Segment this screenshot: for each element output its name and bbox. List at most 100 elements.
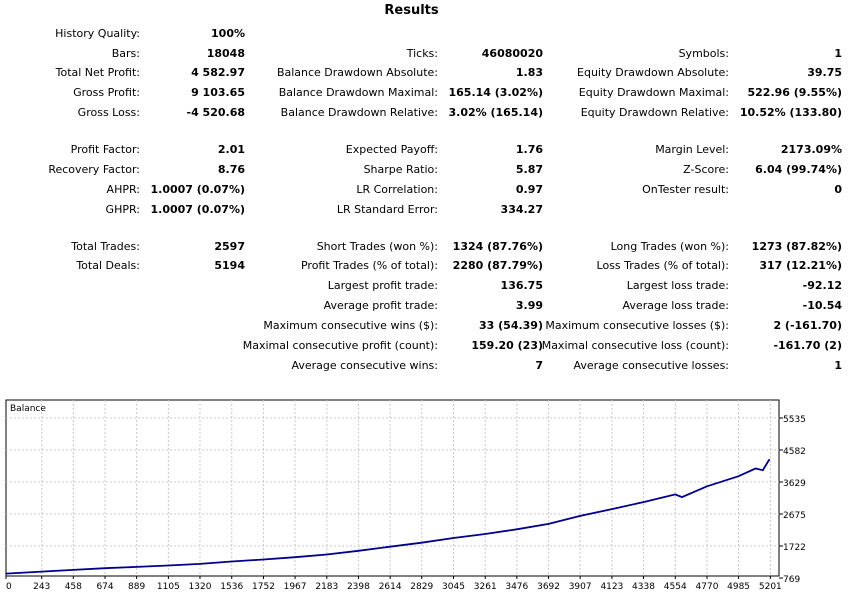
balance-data-point bbox=[231, 560, 233, 563]
x-tick-label: 0 bbox=[6, 582, 12, 592]
col1-value: 2597 bbox=[214, 240, 245, 253]
col1-label: Profit Factor: bbox=[70, 143, 140, 156]
col2-label: Ticks: bbox=[406, 47, 438, 60]
col2-value: 7 bbox=[535, 359, 543, 372]
col3-value: 1 bbox=[834, 359, 842, 372]
balance-data-point bbox=[199, 563, 201, 565]
balance-chart-svg: 5535 4582 3629 2675 1722 769 0 243 458 674 889 1105… bbox=[5, 399, 806, 592]
balance-data-point bbox=[136, 566, 138, 568]
col1-label: Recovery Factor: bbox=[48, 163, 140, 176]
balance-data-point bbox=[674, 493, 676, 495]
col2-value: 0.97 bbox=[515, 183, 543, 196]
col2-value: 46080020 bbox=[481, 47, 543, 60]
col2-label: Average profit trade: bbox=[323, 299, 438, 312]
balance-data-point bbox=[737, 475, 740, 477]
balance-data-point bbox=[762, 469, 764, 471]
balance-data-point bbox=[421, 542, 423, 544]
col2-label: LR Standard Error: bbox=[336, 203, 438, 216]
col2-label: Balance Drawdown Relative: bbox=[280, 106, 438, 119]
balance-data-point bbox=[516, 528, 518, 530]
col1-value: -4 520.68 bbox=[186, 106, 246, 119]
x-tick-label: 1536 bbox=[220, 582, 243, 592]
balance-chart: 5535 4582 3629 2675 1722 769 0 243 458 674 889 1105… bbox=[0, 395, 851, 596]
x-tick-label: 1320 bbox=[189, 582, 212, 592]
col1-label: Gross Loss: bbox=[77, 106, 140, 119]
col2-label: Average consecutive wins: bbox=[291, 359, 438, 372]
col2-label: Balance Drawdown Maximal: bbox=[278, 86, 438, 99]
col3-value: 2 (-161.70) bbox=[773, 319, 842, 332]
x-tick-label: 4770 bbox=[696, 582, 719, 592]
col1-label: AHPR: bbox=[106, 183, 140, 196]
balance-data-point bbox=[579, 515, 581, 517]
balance-data-point bbox=[642, 501, 645, 503]
x-tick-label: 1105 bbox=[157, 582, 180, 592]
col2-value: 3.02% (165.14) bbox=[448, 106, 544, 119]
y-tick-label: 1722 bbox=[783, 543, 806, 553]
x-tick-label: 2398 bbox=[347, 582, 370, 592]
balance-data-point bbox=[72, 569, 74, 571]
x-tick-label: 4554 bbox=[664, 582, 687, 592]
balance-data-point bbox=[547, 523, 550, 525]
col1-value: 2.01 bbox=[217, 143, 245, 156]
x-tick-label: 2183 bbox=[315, 582, 338, 592]
balance-data-point bbox=[5, 573, 7, 575]
col3-label: Average consecutive losses: bbox=[573, 359, 729, 372]
x-tick-label: 4338 bbox=[632, 582, 655, 592]
col2-value: 5.87 bbox=[515, 163, 543, 176]
plot-frame bbox=[5, 399, 780, 577]
col2-label: Expected Payoff: bbox=[345, 143, 438, 156]
col1-value: 8.76 bbox=[217, 163, 245, 176]
y-tick-label: 3629 bbox=[783, 479, 806, 489]
col1-value: 9 103.65 bbox=[191, 86, 245, 99]
col3-value: -92.12 bbox=[802, 279, 842, 292]
balance-series-line bbox=[5, 459, 771, 575]
balance-data-point bbox=[167, 564, 169, 567]
balance-data-point bbox=[768, 458, 770, 461]
col3-label: Equity Drawdown Maximal: bbox=[578, 86, 729, 99]
x-tick-label: 889 bbox=[128, 582, 145, 592]
x-tick-label: 1967 bbox=[284, 582, 307, 592]
col1-value: 4 582.97 bbox=[191, 66, 245, 79]
col3-value: 39.75 bbox=[807, 66, 842, 79]
col2-label: Maximal consecutive profit (count): bbox=[242, 339, 438, 352]
col1-value: 5194 bbox=[214, 259, 245, 272]
col2-label: Largest profit trade: bbox=[327, 279, 438, 292]
col1-label: History Quality: bbox=[55, 27, 140, 40]
col1-label: GHPR: bbox=[105, 203, 140, 216]
x-tick-label: 2614 bbox=[379, 582, 402, 592]
x-tick-label: 3045 bbox=[442, 582, 465, 592]
col1-label: Gross Profit: bbox=[73, 86, 140, 99]
balance-data-point bbox=[262, 558, 265, 561]
col3-label: Loss Trades (% of total): bbox=[596, 259, 729, 272]
col3-value: 0 bbox=[834, 183, 842, 196]
balance-data-point bbox=[104, 567, 106, 569]
y-tick-label: 4582 bbox=[783, 447, 806, 457]
balance-data-point bbox=[754, 467, 757, 470]
col3-label: Long Trades (won %): bbox=[610, 240, 729, 253]
balance-data-point bbox=[611, 508, 613, 510]
col2-label: Short Trades (won %): bbox=[316, 240, 438, 253]
col1-value: 1.0007 (0.07%) bbox=[150, 183, 246, 196]
x-tick-label: 458 bbox=[65, 582, 82, 592]
balance-data-point bbox=[357, 550, 360, 552]
col2-label: Balance Drawdown Absolute: bbox=[276, 66, 438, 79]
y-tick-label: 5535 bbox=[783, 415, 806, 425]
results-title: Results bbox=[384, 3, 439, 18]
col3-value: 522.96 (9.55%) bbox=[747, 86, 843, 99]
col2-value: 1.76 bbox=[515, 143, 543, 156]
y-tick-label: 2675 bbox=[783, 511, 806, 521]
x-tick-label: 3261 bbox=[474, 582, 497, 592]
col3-value: 10.52% (133.80) bbox=[739, 106, 842, 119]
col3-value: -161.70 (2) bbox=[773, 339, 842, 352]
balance-data-point bbox=[452, 537, 455, 539]
col2-value: 136.75 bbox=[500, 279, 543, 292]
col2-label: Sharpe Ratio: bbox=[363, 163, 438, 176]
x-tick-label: 3476 bbox=[505, 582, 528, 592]
x-tick-label: 2829 bbox=[410, 582, 433, 592]
balance-data-point bbox=[484, 533, 486, 535]
col3-label: Largest loss trade: bbox=[626, 279, 729, 292]
col3-label: Margin Level: bbox=[655, 143, 729, 156]
col1-label: Total Trades: bbox=[71, 240, 140, 253]
col3-label: Equity Drawdown Absolute: bbox=[577, 66, 729, 79]
col1-label: Bars: bbox=[111, 47, 140, 60]
